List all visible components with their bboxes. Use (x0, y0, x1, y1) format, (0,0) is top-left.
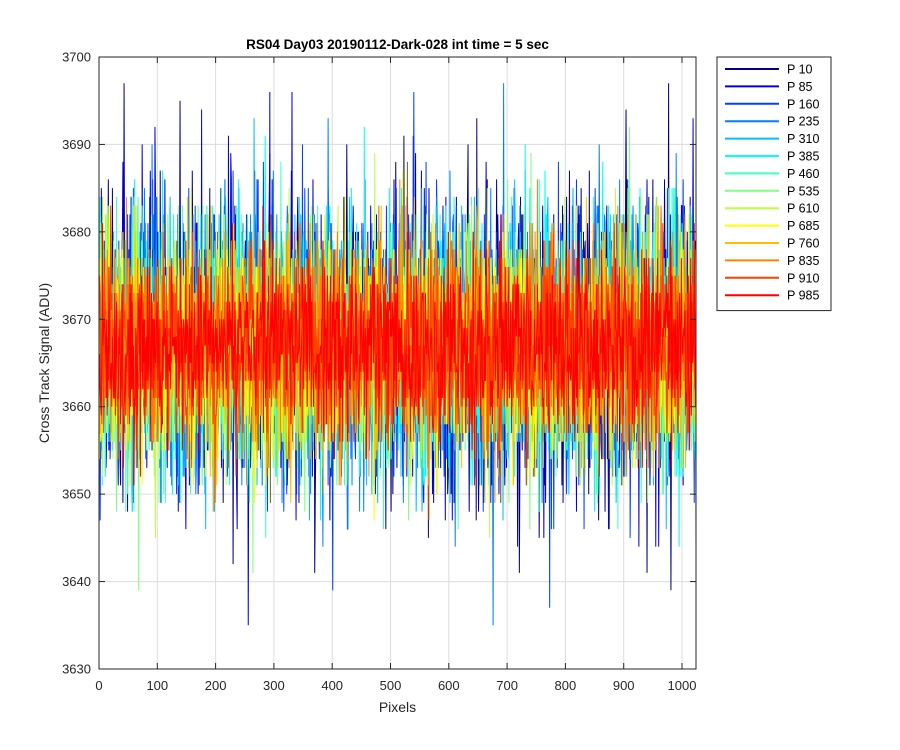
legend-label: P 985 (787, 289, 819, 303)
x-tick-label: 0 (95, 678, 102, 693)
legend-label: P 835 (787, 254, 819, 268)
y-axis-title: Cross Track Signal (ADU) (36, 283, 52, 443)
y-tick-label: 3650 (62, 487, 91, 502)
y-tick-label: 3670 (62, 312, 91, 327)
legend-label: P 160 (787, 97, 819, 111)
legend-box (716, 56, 832, 312)
x-axis-title: Pixels (379, 699, 416, 715)
chart-title: RS04 Day03 20190112-Dark-028 int time = … (246, 37, 549, 52)
legend-label: P 910 (787, 271, 819, 285)
x-tick-label: 100 (146, 678, 168, 693)
series-line (99, 205, 696, 486)
y-tick-label: 3630 (62, 662, 91, 677)
plot-frame (98, 56, 697, 670)
legend-label: P 535 (787, 184, 819, 198)
x-tick-label: 400 (321, 678, 343, 693)
legend-label: P 760 (787, 237, 819, 251)
series-lines (99, 83, 696, 626)
x-tick-label: 900 (613, 678, 635, 693)
legend-label: P 385 (787, 150, 819, 164)
legend-label: P 685 (787, 219, 819, 233)
x-tick-label: 300 (263, 678, 285, 693)
y-tick-label: 3680 (62, 224, 91, 239)
legend-label: P 310 (787, 132, 819, 146)
legend: P 10 P 85 P 160 P 235 P 310 P 385 P 460 P 535 P … (716, 56, 832, 312)
y-tick-label: 3690 (62, 137, 91, 152)
x-tick-label: 800 (555, 678, 577, 693)
legend-label: P 235 (787, 115, 819, 129)
legend-label: P 85 (787, 80, 813, 94)
legend-label: P 610 (787, 202, 819, 216)
x-tick-label: 200 (205, 678, 227, 693)
x-tick-label: 700 (496, 678, 518, 693)
y-tick-label: 3660 (62, 399, 91, 414)
axis-ticks: 0 100 200 300 400 500 600 700 800 900 1000 3630 3640… (62, 50, 696, 694)
legend-label: P 10 (787, 63, 813, 77)
y-tick-label: 3700 (62, 50, 91, 65)
x-tick-label: 600 (438, 678, 460, 693)
y-tick-label: 3640 (62, 574, 91, 589)
x-tick-label: 1000 (668, 678, 697, 693)
x-tick-label: 500 (380, 678, 402, 693)
legend-label: P 460 (787, 167, 819, 181)
